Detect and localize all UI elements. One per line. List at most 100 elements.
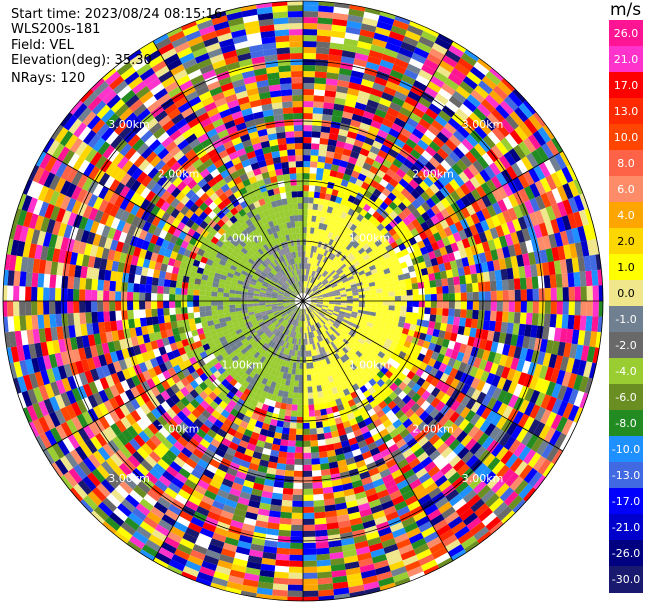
radar-gate <box>329 301 335 303</box>
radar-gate <box>197 533 212 544</box>
radar-gate <box>365 338 373 345</box>
radar-gate <box>336 351 343 358</box>
radar-gate <box>217 305 224 310</box>
radar-gate <box>342 388 351 396</box>
radar-gate <box>402 489 415 501</box>
radar-gate <box>440 383 451 394</box>
radar-gate <box>287 317 293 323</box>
radar-gate <box>127 301 134 311</box>
radar-gate <box>419 332 427 341</box>
radar-gate <box>285 137 295 144</box>
radar-gate <box>380 366 389 375</box>
radar-gate <box>303 554 317 561</box>
radar-gate <box>336 385 343 393</box>
radar-gate <box>133 301 140 310</box>
radar-gate <box>340 363 347 371</box>
radar-gate <box>73 277 81 290</box>
radar-gate <box>323 168 331 176</box>
radar-gate <box>291 325 295 332</box>
radar-gate <box>401 327 410 335</box>
radar-gate <box>537 313 545 327</box>
radar-gate <box>373 559 389 570</box>
radar-gate <box>460 309 467 319</box>
radar-gate <box>394 301 401 307</box>
radar-gate <box>274 29 290 37</box>
radar-gate <box>392 433 403 444</box>
radar-gate <box>491 374 501 388</box>
radar-gate <box>277 137 287 145</box>
radar-gate <box>431 422 443 434</box>
radar-gate <box>276 174 284 182</box>
radar-gate <box>389 522 404 533</box>
radar-gate <box>487 351 497 363</box>
radar-gate <box>243 428 253 438</box>
radar-gate <box>339 323 347 329</box>
radar-gate <box>478 466 492 481</box>
radar-gate <box>369 351 378 359</box>
radar-gate <box>139 275 147 285</box>
radar-gate <box>209 505 223 516</box>
radar-gate <box>379 414 389 424</box>
radar-gate <box>316 335 321 343</box>
radar-gate <box>479 419 491 433</box>
radar-gate <box>295 161 303 168</box>
radar-gate <box>321 318 327 324</box>
radar-gate <box>508 301 515 313</box>
radar-gate <box>451 476 465 490</box>
radar-gate <box>55 313 63 327</box>
radar-gate <box>297 344 301 351</box>
radar-gate <box>388 443 399 454</box>
radar-gate <box>326 321 333 327</box>
radar-gate <box>190 516 205 528</box>
radar-gate <box>355 434 365 443</box>
radar-gate <box>279 325 285 332</box>
radar-gate <box>372 366 381 375</box>
radar-gate <box>252 482 264 491</box>
radar-gate <box>225 586 242 595</box>
radar-gate <box>374 355 383 363</box>
radar-gate <box>282 167 290 175</box>
radar-gate <box>384 370 394 379</box>
radar-gate <box>203 554 219 566</box>
radar-gate <box>181 288 188 295</box>
radar-gate <box>433 411 445 423</box>
radar-gate <box>298 374 303 381</box>
radar-gate <box>328 302 335 305</box>
radar-gate <box>133 283 140 293</box>
radar-gate <box>412 510 427 522</box>
radar-gate <box>385 378 394 388</box>
radar-gate <box>295 446 303 453</box>
radar-gate <box>369 427 379 437</box>
radar-gate <box>418 521 433 533</box>
radar-gate <box>304 314 307 321</box>
radar-gate <box>314 517 327 525</box>
radar-gate <box>407 329 415 337</box>
radar-gate <box>367 344 376 352</box>
radar-gate <box>109 280 116 292</box>
radar-gate <box>381 473 394 484</box>
radar-gate <box>139 498 154 512</box>
radar-gate <box>406 398 416 409</box>
radar-gate <box>185 500 199 512</box>
radar-gate <box>145 539 161 553</box>
radar-gate <box>538 424 551 440</box>
radar-gate <box>339 308 346 313</box>
radar-gate <box>416 396 426 407</box>
radar-gate <box>293 331 297 339</box>
radar-gate <box>328 394 336 402</box>
radar-gate <box>322 302 329 304</box>
radar-gate <box>161 541 177 554</box>
radar-gate <box>265 436 274 444</box>
radar-gate <box>296 356 301 363</box>
radar-gate <box>292 398 298 405</box>
radar-gate <box>310 302 317 304</box>
radar-gate <box>318 341 324 348</box>
radar-gate <box>340 439 350 448</box>
radar-gate <box>294 380 299 387</box>
radar-gate <box>276 547 290 555</box>
radar-gate <box>345 567 361 576</box>
radar-gate <box>235 502 249 512</box>
radar-gate <box>319 137 329 145</box>
radar-gate <box>285 131 295 138</box>
radar-gate <box>529 404 541 419</box>
